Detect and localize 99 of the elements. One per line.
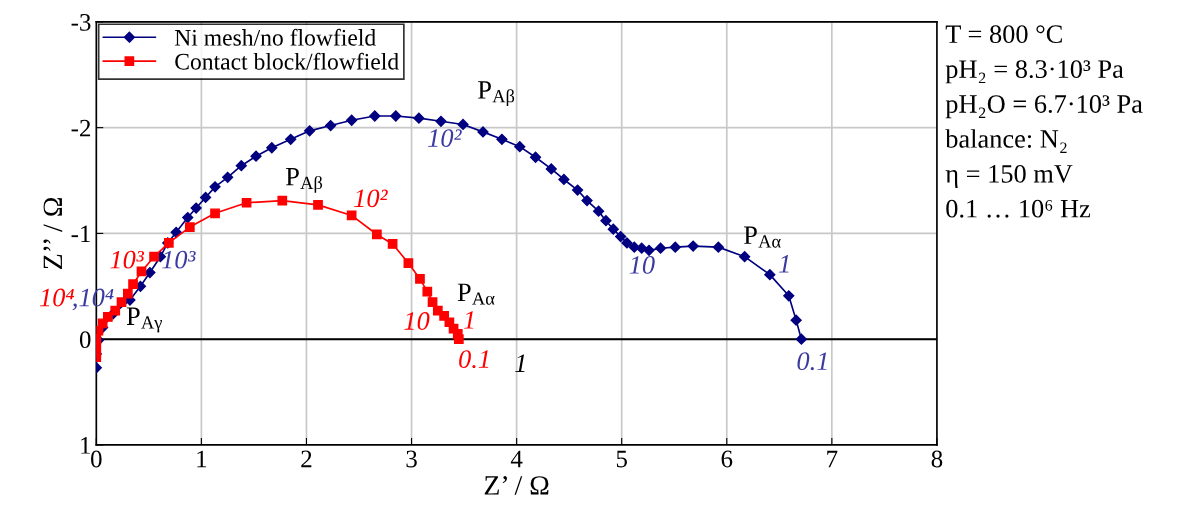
- text: T = 800 °C: [945, 25, 1062, 44]
- x-tick-label: 0: [91, 450, 102, 468]
- point: [783, 290, 795, 302]
- annotation: 10: [629, 256, 655, 274]
- y-axis-title: Z’’ / Ω: [43, 198, 63, 269]
- x-tick-label: 4: [510, 450, 523, 468]
- point: [103, 312, 113, 322]
- y-tick-label: -1: [71, 225, 90, 243]
- point: [346, 210, 357, 221]
- point: [615, 230, 627, 243]
- point: [600, 215, 612, 227]
- point: [122, 288, 133, 299]
- annotation: P$_{Aβ}$: [285, 167, 323, 193]
- point: [250, 150, 262, 162]
- x-tick-label: 7: [827, 450, 838, 468]
- text: 0.1 … 10⁶ Hz: [946, 199, 1091, 218]
- x-axis-title: Z’ / Ω: [484, 476, 549, 495]
- text: pH₂ = 8.3·10³ Pa: [945, 60, 1124, 84]
- y-tick-label: 0: [79, 331, 91, 349]
- legend-label: Contact block/flowfield: [175, 52, 399, 70]
- point: [496, 133, 508, 145]
- point: [712, 241, 724, 253]
- point: [128, 279, 138, 290]
- annotation: 10²: [354, 189, 388, 208]
- x-tick-label: 2: [301, 450, 312, 468]
- annotation: P$_{Aβ}$: [478, 81, 515, 107]
- annotation: P$_{Aα}$: [744, 226, 781, 248]
- text: 10⁴: [39, 288, 75, 307]
- point: [529, 151, 542, 163]
- x-tick-label: 5: [616, 450, 627, 468]
- point: [116, 297, 127, 308]
- annotation: 0.1: [797, 352, 827, 371]
- point: [739, 251, 751, 263]
- point: [190, 202, 202, 214]
- point: [514, 141, 526, 153]
- x-tick-label: 3: [406, 450, 417, 468]
- point: [413, 112, 425, 124]
- point: [654, 242, 667, 254]
- annotation: 10²: [428, 129, 462, 147]
- annotation: 10³: [110, 250, 145, 269]
- annotation: P$_{Aγ}$: [126, 307, 163, 333]
- point: [427, 297, 438, 308]
- point: [304, 125, 316, 137]
- point: [621, 237, 633, 249]
- point: [277, 195, 288, 206]
- annotation: P$_{Aα}$: [457, 283, 495, 305]
- point: [571, 184, 584, 196]
- point: [346, 114, 358, 126]
- text: balance: N₂: [945, 129, 1067, 153]
- point: [182, 211, 194, 224]
- point: [415, 274, 425, 284]
- point: [325, 119, 337, 132]
- point: [435, 115, 447, 127]
- y-tick-label: -2: [71, 119, 91, 137]
- point: [687, 240, 699, 252]
- y-tick-label: -3: [71, 14, 91, 31]
- point: [149, 251, 159, 262]
- point: [235, 160, 247, 172]
- annotation: 0.1: [459, 350, 489, 369]
- point: [372, 229, 382, 240]
- point: [390, 110, 402, 122]
- x-tick-label: 8: [931, 450, 943, 468]
- text: pH₂O = 6.7·10³ Pa: [945, 95, 1143, 119]
- point: [581, 195, 593, 207]
- y-tick-label: 1: [81, 437, 90, 454]
- point: [558, 173, 570, 186]
- point: [210, 208, 220, 219]
- point: [313, 199, 323, 210]
- annotation: 1: [779, 255, 789, 273]
- point: [669, 241, 681, 253]
- point: [790, 314, 802, 326]
- point: [170, 226, 182, 238]
- point: [285, 133, 297, 145]
- point: [184, 222, 195, 232]
- annotation: 10³: [162, 250, 196, 269]
- point: [457, 118, 469, 131]
- text: η = 150 mV: [945, 164, 1073, 189]
- point: [222, 171, 234, 183]
- point: [795, 333, 807, 345]
- point: [592, 205, 605, 217]
- point: [607, 223, 619, 235]
- annotation: 1: [515, 354, 525, 372]
- x-tick-label: 1: [197, 450, 207, 468]
- annotation: 10: [404, 312, 430, 330]
- point: [403, 258, 414, 268]
- point: [422, 286, 433, 297]
- point: [199, 191, 212, 204]
- annotation: 1: [463, 311, 474, 329]
- point: [209, 181, 221, 193]
- point: [241, 197, 252, 208]
- point: [764, 269, 776, 281]
- point: [477, 126, 489, 138]
- point: [369, 110, 381, 122]
- point: [545, 163, 557, 175]
- point: [266, 142, 278, 154]
- point: [387, 239, 398, 249]
- legend-label: Ni mesh/no flowfield: [174, 28, 376, 46]
- x-tick-label: 6: [721, 450, 733, 468]
- point: [453, 334, 464, 345]
